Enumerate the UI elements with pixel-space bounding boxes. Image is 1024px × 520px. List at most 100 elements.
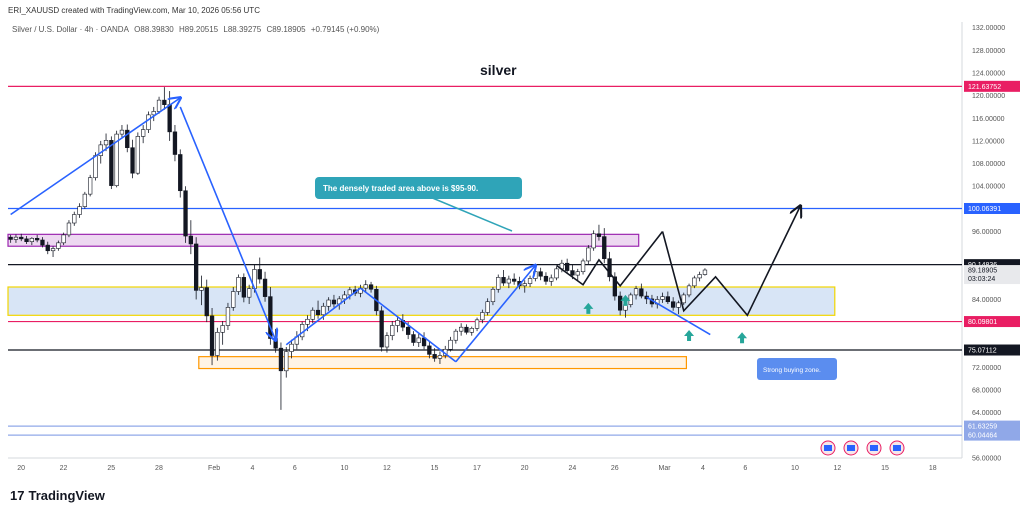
x-tick-label: 24 [568, 465, 576, 472]
candle-body [257, 269, 262, 280]
chart-attribution: ERI_XAUUSD created with TradingView.com,… [8, 6, 260, 15]
level-price-tag [964, 259, 1020, 271]
ohlc-open: O88.39830 [134, 25, 174, 34]
y-tick-label: 124.00000 [972, 70, 1005, 77]
candle-body [50, 248, 56, 252]
chart-title: silver [480, 62, 517, 78]
candle-body [326, 299, 331, 307]
candle-body [464, 326, 469, 333]
candle-body [236, 277, 241, 292]
candle-body [199, 287, 204, 291]
candle-body [162, 99, 167, 105]
candle-body [522, 283, 527, 287]
candle-body [490, 288, 496, 303]
level-price-tag [964, 429, 1020, 441]
y-tick-label: 56.00000 [972, 456, 1001, 463]
x-tick-label: 4 [701, 465, 705, 472]
y-tick-label: 72.00000 [972, 365, 1001, 372]
x-tick-label: 6 [743, 465, 747, 472]
symbol-name[interactable]: Silver / U.S. Dollar · 4h · OANDA [12, 25, 129, 34]
candle-body [607, 258, 612, 278]
candle-body [575, 271, 580, 276]
black-zigzag-1 [556, 231, 664, 288]
y-tick-label: 64.00000 [972, 410, 1001, 417]
candle-body [602, 236, 607, 259]
last-price-label: 89.18905 [968, 268, 997, 275]
candle-body [533, 271, 538, 279]
candle-body [278, 347, 284, 372]
blue-arrow-rally [10, 98, 181, 216]
candle-body [554, 268, 559, 279]
x-tick-label: 20 [17, 465, 25, 472]
candle-body [453, 330, 459, 341]
ohlc-change: +0.79145 (+0.90%) [310, 25, 380, 34]
candle-body [670, 301, 676, 308]
candle-body [368, 284, 374, 290]
x-tick-label: 4 [250, 465, 254, 472]
tradingview-brand: TradingView [28, 488, 105, 503]
candle-body [511, 278, 517, 282]
ohlc-high: H89.20515 [178, 25, 219, 34]
bar-countdown-label: 03:03:24 [968, 276, 995, 283]
blue-arrow-dip [359, 287, 457, 363]
tradingview-logo-icon: 17 [10, 488, 25, 503]
candle-body [56, 242, 61, 249]
candle-body [140, 129, 146, 137]
candle-body [167, 104, 172, 133]
candle-body [448, 339, 453, 350]
candle-body [87, 177, 93, 195]
x-tick-label: 22 [60, 465, 68, 472]
event-flag-glyph [824, 445, 832, 451]
candle-body [480, 312, 485, 321]
candle-body [29, 238, 35, 242]
candle-body [321, 305, 326, 316]
y-tick-label: 112.00000 [972, 138, 1005, 145]
candle-body [284, 351, 289, 372]
x-tick-label: 12 [833, 465, 841, 472]
candle-body [146, 114, 151, 130]
candle-body [527, 278, 533, 284]
candle-body [411, 334, 416, 343]
blue-arrow-recover [285, 287, 361, 346]
tradingview-logo[interactable]: 17 TradingView [10, 488, 105, 503]
candle-body [98, 144, 103, 156]
candle-body [225, 307, 231, 326]
candle-body [570, 270, 575, 276]
x-tick-label: 10 [791, 465, 799, 472]
candle-body [289, 343, 294, 352]
dense-area-callout [315, 177, 522, 199]
candle-body [586, 247, 591, 262]
x-tick-label: 18 [929, 465, 937, 472]
dense-area-callout-text: The densely traded area above is $95-90. [323, 184, 478, 193]
level-price-tag [964, 420, 1020, 432]
candle-body [82, 193, 88, 207]
candle-body [379, 310, 384, 348]
level-price-tag [964, 202, 1020, 214]
level-price-tag [964, 344, 1020, 356]
y-tick-label: 132.00000 [972, 25, 1005, 32]
candle-body [501, 277, 506, 284]
y-tick-label: 68.00000 [972, 388, 1001, 395]
candle-body [135, 136, 141, 174]
x-tick-label: 15 [431, 465, 439, 472]
level-price-label: 61.63259 [968, 424, 997, 431]
candle-body [665, 296, 671, 303]
candle-body [692, 277, 697, 287]
candle-body [310, 309, 315, 320]
candle-body [342, 294, 347, 300]
candle-body [676, 302, 681, 308]
blue-arrow-rise [455, 265, 535, 363]
candle-body [596, 233, 602, 237]
candle-body [416, 337, 421, 343]
candle-body [19, 236, 24, 240]
x-tick-label: 20 [521, 465, 529, 472]
level-price-tag [964, 316, 1020, 328]
candle-body [151, 111, 156, 116]
candle-body [305, 318, 310, 325]
candle-body [660, 296, 665, 300]
green-up-arrow-icon [583, 302, 594, 314]
x-tick-label: Mar [659, 465, 672, 472]
candle-body [469, 328, 474, 333]
candle-body [262, 278, 268, 297]
